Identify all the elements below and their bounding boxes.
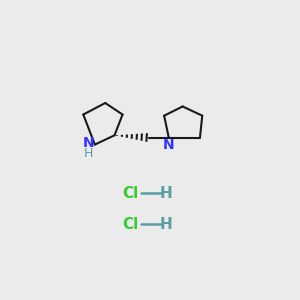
Text: Cl: Cl — [122, 186, 139, 201]
Text: H: H — [160, 186, 173, 201]
Text: Cl: Cl — [122, 217, 139, 232]
Text: N: N — [82, 136, 94, 150]
Text: H: H — [160, 217, 173, 232]
Text: N: N — [163, 138, 174, 152]
Text: H: H — [84, 147, 93, 160]
